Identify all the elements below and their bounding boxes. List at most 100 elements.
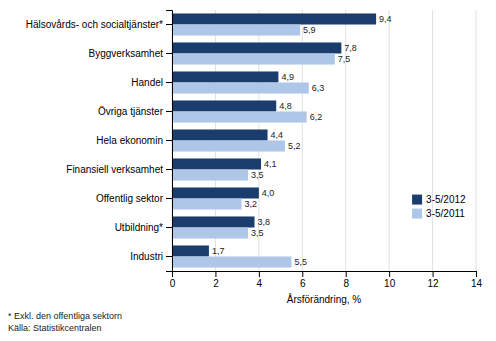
tick-mark [166,111,172,112]
tick-label: Industri [130,251,163,262]
tick-mark [166,169,172,170]
tick: Hälsovårds- och socialtjänster* [26,19,172,30]
tick-label: 4 [257,278,263,289]
tick: 6 [300,271,306,289]
tick-label: Finansiell verksamhet [66,164,163,175]
data-label: 7,8 [344,43,357,53]
data-label: 9,4 [379,14,392,24]
bar [172,228,248,239]
bar [172,129,268,140]
bars [172,13,376,267]
data-label: 5,9 [303,25,316,35]
tick-label: Utbildning* [115,222,163,233]
grid [172,10,476,271]
tick-label: 14 [471,278,483,289]
bar [172,100,276,111]
bar [172,245,209,256]
tick: Industri [130,251,172,262]
tick-mark [166,227,172,228]
footnote: * Exkl. den offentliga sektorn [8,311,122,321]
tick-mark [166,24,172,25]
bar [172,216,255,227]
data-label: 4,9 [281,72,294,82]
tick-label: 12 [428,278,440,289]
axis-line [173,272,477,278]
tick-label: 8 [343,278,349,289]
tick-mark [433,271,434,277]
tick-mark [259,271,260,277]
tick: 10 [384,271,396,289]
tick: 2 [213,271,219,289]
bar [172,71,278,82]
tick-mark [166,198,172,199]
tick-mark [476,271,477,277]
tick: Byggverksamhet [89,48,172,59]
bar [172,13,376,24]
tick-mark [166,140,172,141]
grid-line [476,10,477,271]
tick-mark [302,271,303,277]
tick-label: 6 [300,278,306,289]
plot: 1,7 3,8 4,0 4,1 4,4 4,8 4,9 7,8 9,4 5,5 3,5 3,2 3,5 5… [26,10,483,289]
bar [172,42,341,53]
tick-mark [346,271,347,277]
tick-label: Hela ekonomin [96,135,163,146]
tick-mark [166,256,172,257]
data-label: 3,8 [258,217,271,227]
tick-label: Byggverksamhet [89,48,164,59]
data-label: 3,5 [251,228,264,238]
tick: 4 [257,271,263,289]
tick: Övriga tjänster [98,106,172,117]
data-label: 5,5 [294,257,307,267]
bar [172,25,300,36]
bar [172,141,285,152]
tick-label: Offentlig sektor [96,193,164,204]
tick-mark [166,82,172,83]
tick: Handel [131,77,172,88]
legend-swatch [412,209,422,219]
y-axis: Industri Utbildning* Offentlig sektor Finan… [26,11,173,272]
data-labels: 1,7 3,8 4,0 4,1 4,4 4,8 4,9 7,8 9,4 5,5 3,5 3,2 3,5 5… [212,14,392,267]
bar [172,199,241,210]
tick-mark [389,271,390,277]
data-label: 5,2 [288,141,301,151]
data-label: 6,3 [312,83,325,93]
bar [172,187,259,198]
bar [172,112,307,123]
x-axis: 0 2 4 6 8 10 12 14 [170,271,483,289]
tick-label: Övriga tjänster [98,106,164,117]
data-label: 7,5 [338,54,351,64]
tick: Hela ekonomin [96,135,172,146]
data-label: 3,2 [244,199,257,209]
legend-label: 3-5/2012 [426,194,466,205]
tick: Offentlig sektor [96,193,172,204]
tick: Utbildning* [115,222,172,233]
data-label: 4,4 [271,130,284,140]
tick-mark [215,271,216,277]
legend-label: 3-5/2011 [426,208,465,219]
grid-line [389,10,390,271]
legend-item: 3-5/2012 [412,194,466,205]
grid-line [432,10,433,271]
data-label: 1,7 [212,246,225,256]
tick: Finansiell verksamhet [66,164,172,175]
bar [172,257,291,268]
bar [172,158,261,169]
data-label: 3,5 [251,170,264,180]
chart: 1,7 3,8 4,0 4,1 4,4 4,8 4,9 7,8 9,4 5,5 3,5 3,2 3,5 5… [0,0,496,341]
bar [172,54,335,65]
footnote: Källa: Statistikcentralen [8,323,102,333]
data-label: 4,8 [279,101,292,111]
tick: 8 [343,271,349,289]
bar [172,170,248,181]
tick-label: 0 [170,278,176,289]
data-label: 4,0 [262,188,275,198]
data-label: 4,1 [264,159,277,169]
x-axis-title: Årsförändring, % [287,293,362,305]
tick-label: 10 [384,278,396,289]
tick: 12 [428,271,440,289]
tick-label: Handel [131,77,163,88]
tick: 0 [170,271,176,289]
tick-label: Hälsovårds- och socialtjänster* [26,19,163,30]
legend: 3-5/2012 3-5/2011 [412,194,466,219]
